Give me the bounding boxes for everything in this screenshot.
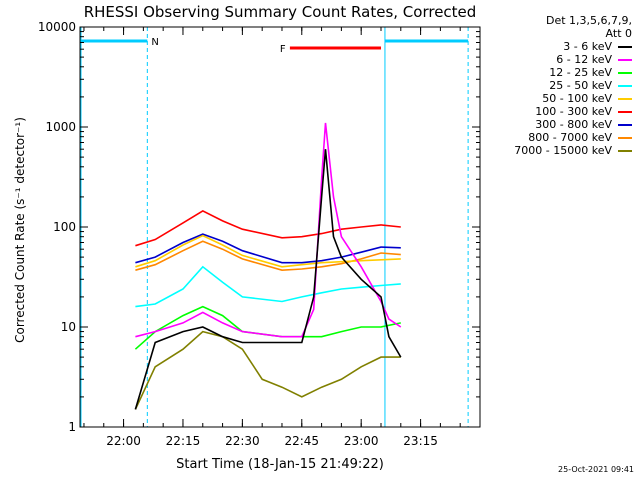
legend-swatch [618, 71, 632, 74]
series-line-6-12-kev [135, 122, 402, 338]
y-tick-label: 10 [61, 320, 76, 334]
legend-label: 3 - 6 keV [563, 40, 612, 53]
legend-label: 6 - 12 keV [556, 53, 612, 66]
series-line-25-50-kev [135, 265, 401, 308]
y-tick-label: 100 [53, 220, 76, 234]
annotation-label-N: N [151, 37, 158, 48]
plot-frame [79, 26, 481, 428]
legend-label: 300 - 800 keV [535, 118, 612, 131]
legend-label: 7000 - 15000 keV [514, 144, 612, 157]
legend-swatch [618, 58, 632, 61]
series-line-3-6-kev [134, 149, 402, 410]
x-tick-label: 22:30 [225, 434, 260, 448]
footer-date: 25-Oct-2021 09:41 [558, 465, 634, 474]
legend-swatch [618, 97, 632, 100]
legend-swatch [618, 110, 632, 113]
legend-swatch [618, 123, 632, 126]
series-line-7000-15000-kev [134, 330, 401, 410]
legend-item: 12 - 25 keV [549, 66, 632, 79]
legend-swatch [618, 149, 632, 152]
y-tick-label: 1 [68, 420, 76, 434]
legend-item: 300 - 800 keV [535, 118, 632, 131]
legend-label: 12 - 25 keV [549, 66, 612, 79]
legend-label: 800 - 7000 keV [528, 131, 612, 144]
legend-header: Att 0 [605, 27, 632, 40]
legend-label: 50 - 100 keV [542, 92, 612, 105]
legend-swatch [618, 84, 632, 87]
legend-item: 25 - 50 keV [549, 79, 632, 92]
x-tick-label: 23:15 [403, 434, 438, 448]
legend-item: 800 - 7000 keV [528, 131, 632, 144]
x-tick-label: 23:00 [344, 434, 379, 448]
legend-swatch [618, 45, 632, 48]
chart-title: RHESSI Observing Summary Count Rates, Co… [84, 3, 477, 21]
legend-header: Det 1,3,5,6,7,9, [545, 14, 632, 27]
y-tick-label: 10000 [38, 20, 76, 34]
legend-label: 25 - 50 keV [549, 79, 612, 92]
series-line-800-7000-kev [135, 240, 401, 272]
y-axis-label: Corrected Count Rate (s⁻¹ detector⁻¹) [13, 117, 27, 343]
legend-item: 6 - 12 keV [556, 53, 632, 66]
legend-item: 100 - 300 keV [535, 105, 632, 118]
series-line-100-300-kev [135, 209, 401, 247]
legend-item: 3 - 6 keV [563, 40, 632, 53]
x-axis-label: Start Time (18-Jan-15 21:49:22) [176, 457, 384, 472]
annotation-label-F: F [280, 44, 286, 55]
x-tick-label: 22:15 [166, 434, 201, 448]
y-tick-label: 1000 [45, 120, 76, 134]
legend-item: 50 - 100 keV [542, 92, 632, 105]
legend-label: 100 - 300 keV [535, 105, 612, 118]
legend-swatch [618, 136, 632, 139]
x-tick-label: 22:45 [284, 434, 319, 448]
legend-item: 7000 - 15000 keV [514, 144, 632, 157]
series-line-50-100-kev [135, 234, 401, 268]
x-tick-label: 22:00 [106, 434, 141, 448]
series-line-300-800-kev [135, 233, 401, 264]
